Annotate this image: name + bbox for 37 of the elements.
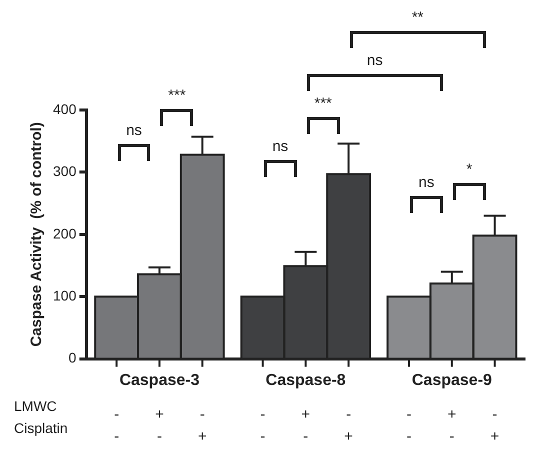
y-tick-label: 200 [53, 225, 77, 242]
x-tick-label: Caspase-3 [119, 372, 200, 389]
text: - [406, 428, 412, 445]
x-tick-label: Caspase-9 [412, 372, 492, 389]
text: + [155, 406, 164, 423]
text: - [114, 406, 120, 423]
text: + [490, 428, 500, 445]
annotation: ns [418, 174, 434, 191]
text: - [303, 428, 308, 445]
y-axis-title: Caspase Activity (% of control) [28, 122, 46, 347]
text: - [200, 406, 205, 423]
text: - [346, 406, 352, 423]
x-tick-label: Caspase-8 [266, 372, 346, 389]
text: ** [412, 9, 424, 26]
y-tick-label: 100 [53, 287, 77, 304]
annotation: ns [126, 122, 142, 140]
y-tick-label: 300 [53, 163, 77, 180]
text: *** [168, 87, 186, 104]
annotation: * [466, 160, 472, 178]
annotation: *** [314, 94, 332, 112]
text: + [301, 406, 310, 423]
text: - [492, 406, 498, 423]
text: ns [366, 52, 383, 69]
annotation: ns [272, 138, 288, 156]
text: - [260, 428, 266, 445]
text: LMWC [14, 398, 57, 414]
text: - [260, 406, 266, 423]
y-tick-label: 400 [53, 100, 77, 117]
text: Cisplatin [14, 420, 68, 436]
text: + [448, 406, 456, 423]
y-tick-label: 0 [68, 350, 77, 366]
text: + [198, 428, 207, 445]
text: - [114, 428, 120, 445]
text: - [406, 406, 412, 423]
text: - [449, 428, 454, 445]
text: + [344, 428, 353, 445]
text: - [156, 428, 162, 445]
